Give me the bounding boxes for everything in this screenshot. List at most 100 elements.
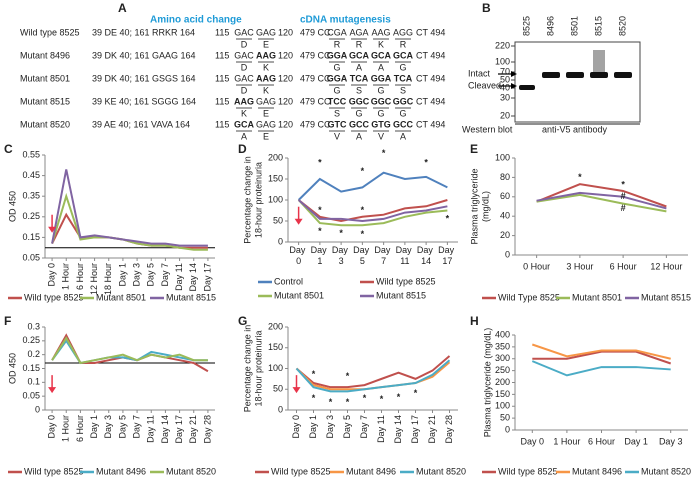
x-tick-label: Day 7 [131,415,141,439]
x-tick-label: Day 7 [374,245,393,266]
y-tick-label: 0.25 [22,211,40,221]
x-tick-label: Day 5 [353,245,372,266]
position: 479 CC [300,50,331,60]
construct-name: Mutant 8515 [20,96,70,106]
y-tick-label: 0.25 [22,335,40,345]
codon: GCA [393,50,414,60]
construct-name: Wild type 8525 [20,27,80,37]
annotation: * [346,371,350,381]
codon: AAG [256,50,276,60]
codon: GTC [328,119,347,129]
x-tick-label: 1 Hour [61,415,71,442]
lane-label: 8525 [521,16,531,36]
x-tick-label: Day 0 [521,436,545,446]
y-tick-label: 400 [495,329,510,339]
series-line [51,212,208,249]
position: 120 [278,96,293,106]
aa-change: 39 DE 40; 161 RRKR 164 [92,27,195,37]
x-tick-label: Day 3 [131,263,141,287]
annotation: * [424,157,428,167]
marker-label: 220 [495,40,510,50]
codon: GGC [371,96,392,106]
y-tick-label: 0.05 [22,252,40,262]
lane-label: 8501 [569,16,579,36]
codon: GAC [234,27,254,37]
annotation: # [621,203,626,213]
series-line [51,336,208,365]
annotation: * [382,148,386,158]
y-axis-label: Plasma triglyceride [469,168,479,244]
codon: AGA [349,27,368,37]
amino-acid: S [334,108,340,118]
position: 115 [215,73,229,83]
x-tick-label: 1 Hour [553,436,580,446]
y-axis-label: OD 450 [7,353,17,384]
amino-acid: A [378,62,384,72]
panel-letter: A [118,1,127,15]
amino-acid: K [378,39,384,49]
y-tick-label: 0.35 [22,191,40,201]
x-tick-label: Day 21 [188,415,198,444]
y-tick-label: 0 [505,424,510,434]
y-tick-label: 100 [495,401,510,411]
position: CT 494 [416,96,445,106]
y-tick-label: 0.05 [22,391,40,401]
amino-acid: R [400,39,407,49]
codon: GGA [327,50,348,60]
panel-letter: C [4,142,13,156]
y-tick-label: 0.55 [22,149,40,159]
legend-label: Mutant 8520 [416,466,466,476]
panel-letter: G [238,314,247,328]
marker-label: 100 [495,56,510,66]
y-tick-label: 0 [35,404,40,414]
series-line [536,191,667,210]
series-line [532,350,672,365]
y-tick-label: 0.1 [27,377,40,387]
codon: CGA [327,27,347,37]
y-tick-label: 100 [495,152,510,162]
annotation: * [312,369,316,379]
amino-acid: G [355,108,362,118]
amino-acid: A [241,131,247,141]
x-tick-label: Day 0 [46,263,56,287]
y-tick-label: 0.3 [27,321,40,331]
amino-acid: D [241,85,248,95]
annotation: * [346,397,350,407]
band [614,72,632,78]
y-tick-label: 50 [273,215,283,225]
y-tick-label: 0.45 [22,170,40,180]
amino-acid: E [263,108,269,118]
codon: TCA [350,73,369,83]
y-tick-label: 40 [500,211,510,221]
annotation: * [363,393,367,403]
marker-label: 20 [500,110,510,120]
position: 479 CC [300,73,331,83]
codon: GGA [327,73,348,83]
x-tick-label: 6 Hour [610,261,637,271]
amino-acid: G [333,85,340,95]
y-tick-label: 100 [268,194,283,204]
y-axis-label: OD 450 [7,191,17,222]
x-tick-label: 6 Hour [75,415,85,442]
position: 479 CC [300,96,331,106]
y-tick-label: 300 [495,353,510,363]
y-tick-label: 0 [278,404,283,414]
position: CT 494 [416,27,445,37]
x-tick-label: Day 7 [160,263,170,287]
y-tick-label: 0 [278,236,283,246]
series-line [536,183,667,208]
amino-acid: S [356,85,362,95]
x-tick-label: Day 0 [289,245,308,266]
aa-change: 39 DK 40; 161 GAAG 164 [92,50,196,60]
y-tick-label: 80 [500,172,510,182]
legend-label: Mutant 8515 [166,292,216,302]
y-tick-label: 0.2 [27,349,40,359]
column-header: cDNA mutagenesis [300,15,391,26]
series-line [51,169,208,247]
smear [593,50,605,72]
position: 120 [278,50,293,60]
legend-label: Mutant 8501 [572,292,622,302]
arrow-head [292,387,301,394]
codon: GGC [349,96,370,106]
x-tick-label: Day 11 [396,245,415,266]
